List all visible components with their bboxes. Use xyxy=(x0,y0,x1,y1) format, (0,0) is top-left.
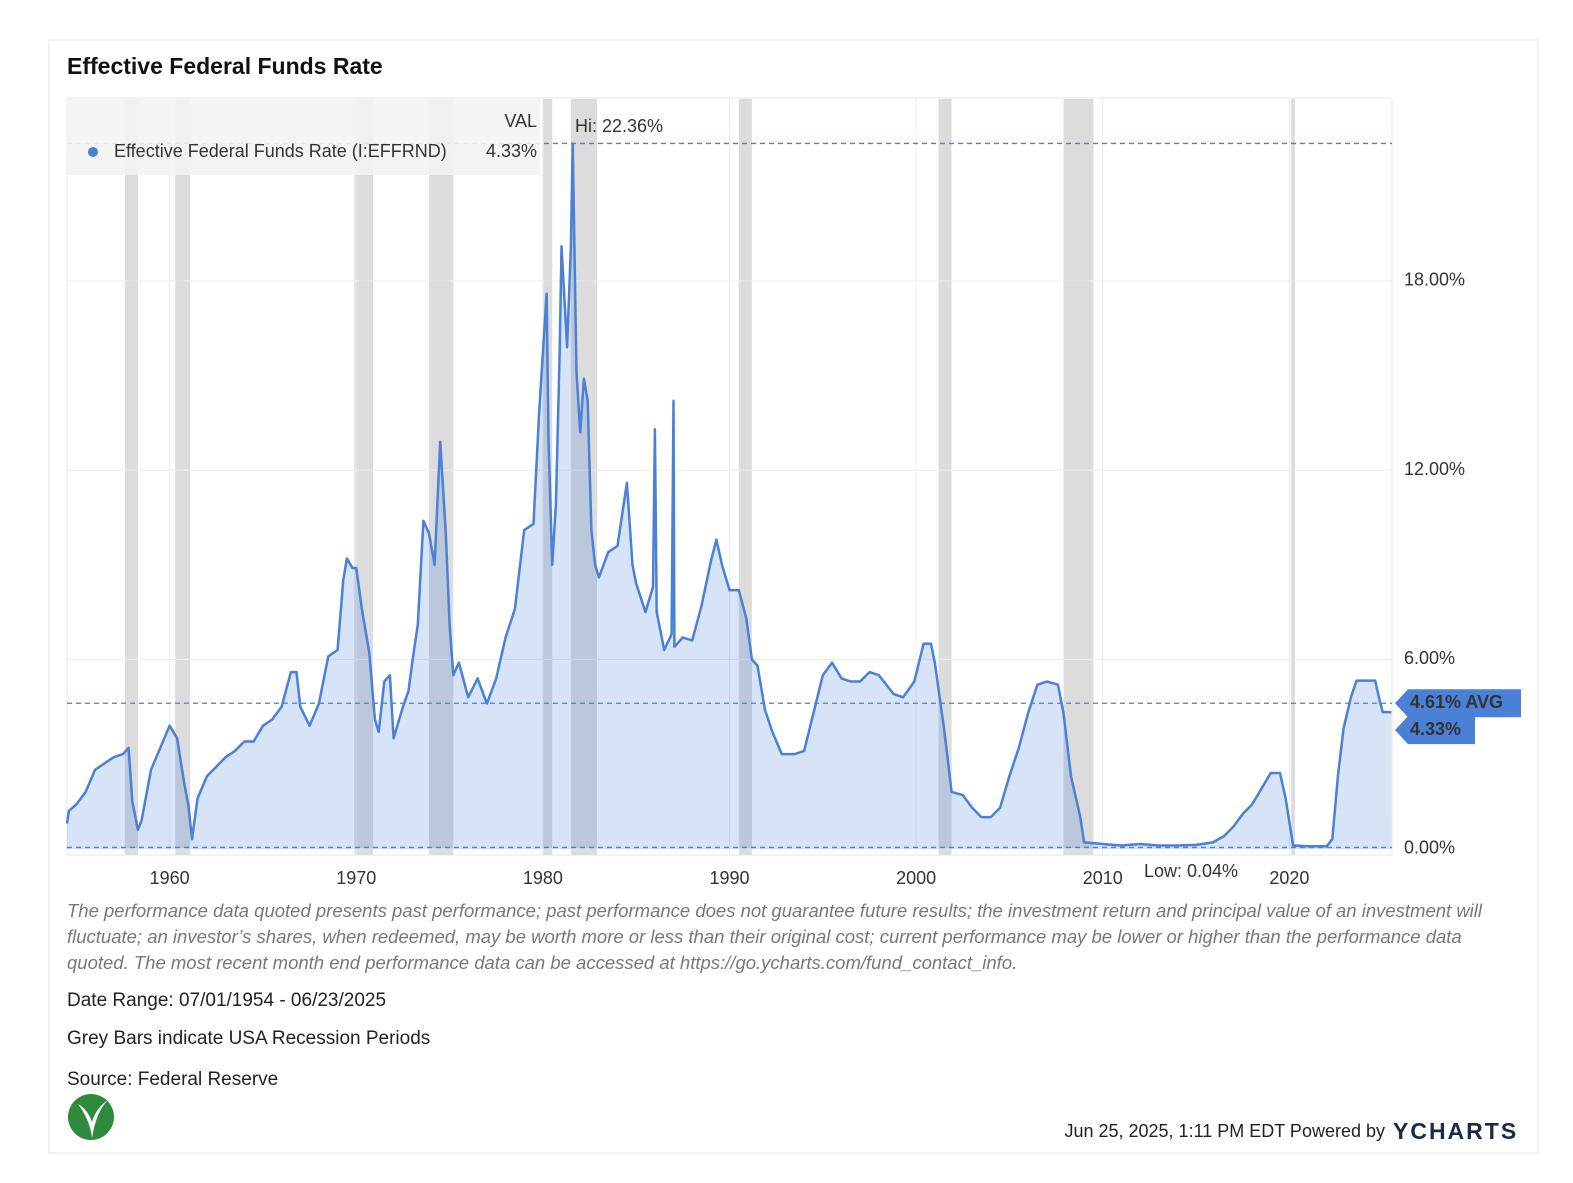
date-range: Date Range: 07/01/1954 - 06/23/2025 xyxy=(67,990,387,1011)
recession-bar xyxy=(175,99,191,855)
disclaimer: The performance data quoted presents pas… xyxy=(67,900,1483,973)
last-tag-label: 4.33% xyxy=(1410,719,1461,739)
brand: YCHARTS xyxy=(1393,1118,1519,1144)
x-tick-label: 2000 xyxy=(896,868,936,888)
background-layer xyxy=(67,98,1392,855)
line xyxy=(65,142,1392,848)
recession-bar xyxy=(938,99,952,855)
average-tag-label: 4.61% AVG xyxy=(1410,692,1503,712)
recession-bar xyxy=(1291,99,1295,855)
source: Source: Federal Reserve xyxy=(67,1069,279,1090)
y-tick-label: 0.00% xyxy=(1404,837,1455,857)
legend-value: 4.33% xyxy=(486,141,537,161)
area xyxy=(67,143,1392,849)
data-layer xyxy=(65,142,1392,849)
ycharts-logo-mark xyxy=(68,1094,114,1140)
recession-bar xyxy=(542,99,553,855)
recession-bar xyxy=(354,99,374,855)
legend-header: VAL xyxy=(504,111,537,131)
chart-title: Effective Federal Funds Rate xyxy=(67,53,383,79)
low-label: Low: 0.04% xyxy=(1144,861,1238,881)
y-tick-label: 12.00% xyxy=(1404,459,1465,479)
legend-marker xyxy=(88,147,98,157)
last-tag xyxy=(1395,716,1475,745)
x-tick-label: 2020 xyxy=(1269,868,1309,888)
x-tick-label: 1960 xyxy=(150,868,190,888)
average-tag xyxy=(1395,689,1521,718)
legend-box xyxy=(67,98,540,175)
high-label: Hi: 22.36% xyxy=(575,116,663,136)
recession-bar xyxy=(124,99,138,855)
recession-note: Grey Bars indicate USA Recession Periods xyxy=(67,1028,431,1049)
recession-bar xyxy=(738,99,752,855)
legend-label: Effective Federal Funds Rate (I:EFFRND) xyxy=(114,141,447,161)
x-tick-label: 1990 xyxy=(709,868,749,888)
recession-bar xyxy=(1063,99,1094,855)
x-tick-label: 1980 xyxy=(523,868,563,888)
overlay-layer: 0.00% 6.00% 12.00% 18.00% 1960 1970 1980 1990 20… xyxy=(67,98,1521,888)
y-tick-label: 18.00% xyxy=(1404,270,1465,290)
timestamp: Jun 25, 2025, 1:11 PM EDT Powered by xyxy=(1064,1121,1385,1141)
x-tick-label: 1970 xyxy=(336,868,376,888)
x-tick-label: 2010 xyxy=(1083,868,1123,888)
y-tick-label: 6.00% xyxy=(1404,648,1455,668)
